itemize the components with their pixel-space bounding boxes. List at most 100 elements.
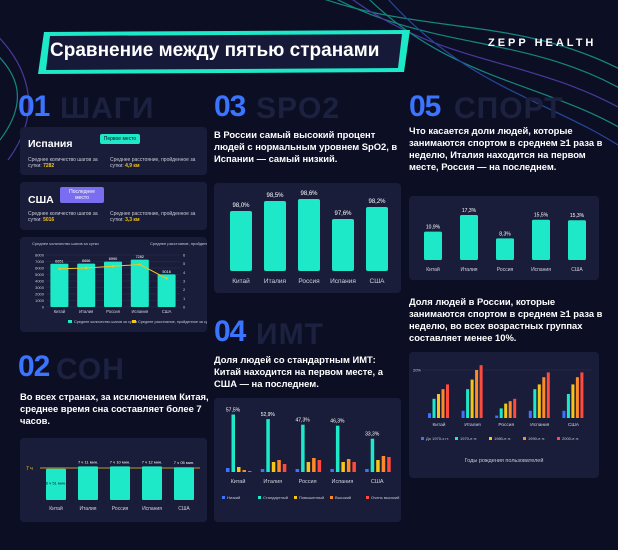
sport-age-bar xyxy=(542,377,546,418)
steps-bar-label: 6990 xyxy=(109,257,117,261)
steps-y-right-label: Среднее расстояние, пройденное за сутки xyxy=(150,241,207,246)
bmi-bar xyxy=(301,424,305,472)
section-05-ghost-word: СПОРТ xyxy=(454,92,564,125)
spo2-x-tick: Китай xyxy=(232,277,250,285)
sport-age-description: Доля людей в России, которые занимаются … xyxy=(409,296,603,343)
sport-age-bar xyxy=(446,384,449,418)
usa-distance-label: Среднее расстояние, пройденное за сутки: xyxy=(110,211,196,223)
bmi-bar xyxy=(226,468,230,472)
sleep-bar xyxy=(78,466,98,500)
spain-distance-label: Среднее расстояние, пройденное за сутки: xyxy=(110,157,196,169)
sport-age-bar xyxy=(566,394,570,418)
title-banner xyxy=(38,30,410,74)
sport-age-legend-swatch xyxy=(523,437,526,440)
bmi-legend-label: Очень высокий xyxy=(371,495,399,500)
bmi-bar xyxy=(248,471,252,472)
section-02-ghost-word: СОН xyxy=(56,353,125,386)
bmi-description: Доля людей со стандартным ИМТ: Китай нах… xyxy=(214,354,383,389)
sport-bar xyxy=(532,219,550,260)
bmi-chart-card xyxy=(214,398,401,522)
sport-age-legend-swatch xyxy=(455,437,458,440)
sport-age-bar xyxy=(513,398,517,418)
bmi-bar xyxy=(335,425,340,472)
steps-bar-label: 7282 xyxy=(136,255,144,259)
sport-bar xyxy=(460,215,478,260)
steps-legend-swatch-distance xyxy=(132,320,136,323)
bmi-bar xyxy=(271,462,276,472)
usa-steps-card: США Последнее место Среднее количество ш… xyxy=(20,182,207,230)
sport-bar xyxy=(496,238,514,260)
bmi-x-tick: Россия xyxy=(299,479,317,485)
page-title: Сравнение между пятью странами xyxy=(50,40,380,61)
steps-y-left-tick: 3000 xyxy=(35,285,45,290)
bmi-x-tick: Испания xyxy=(331,479,353,485)
bmi-bar xyxy=(317,460,322,472)
sleep-bar-label: 6 ч 51 мин. xyxy=(46,480,66,485)
sleep-bar-label: 7 ч 12 мин. xyxy=(142,459,162,464)
bmi-bar xyxy=(306,462,311,472)
bmi-bar-label: 57,5% xyxy=(226,408,241,414)
usa-country-label: США xyxy=(28,194,54,206)
steps-legend-swatch-steps xyxy=(68,320,72,323)
spo2-bar xyxy=(332,219,354,271)
usa-distance-value: 3,3 км xyxy=(125,217,140,223)
sleep-description: Во всех странах, за исключением Китая, с… xyxy=(20,391,209,426)
bmi-bar xyxy=(341,462,345,472)
bmi-legend-label: Высокий xyxy=(335,495,351,500)
bmi-legend-swatch xyxy=(222,496,225,499)
sport-age-chart: 20% Китай Италия Россия Испания США До 1970-х … xyxy=(413,365,591,464)
sport-age-bar xyxy=(437,394,440,418)
spo2-chart: 98,0% Китай 98,5% Италия 98,6% Россия 97,6% Исп… xyxy=(230,191,388,285)
usa-steps-label: Среднее количество шагов за сутки: xyxy=(28,211,98,223)
sleep-bar-label: 7 ч 10 мин. xyxy=(110,459,130,464)
sport-age-bar xyxy=(580,372,584,418)
sport-age-bar xyxy=(533,389,537,418)
section-01-number: 01 xyxy=(18,90,50,123)
steps-y-left-tick: 8000 xyxy=(35,253,45,258)
spo2-bar xyxy=(366,207,388,271)
bmi-bar-label: 46,3% xyxy=(330,419,345,425)
sport-bar-label: 17,3% xyxy=(462,208,477,214)
bmi-bar-label: 52,9% xyxy=(261,412,276,418)
sleep-x-tick: Россия xyxy=(112,506,129,512)
brand-logo: ZEPP HEALTH xyxy=(488,37,597,49)
spain-rank-badge: Первое место xyxy=(100,134,140,144)
section-05-number: 05 xyxy=(409,90,441,123)
section-02-number: 02 xyxy=(18,350,50,383)
steps-y-left-tick: 7000 xyxy=(35,259,45,264)
steps-x-tick: США xyxy=(162,309,172,314)
bmi-bar xyxy=(231,414,235,472)
spo2-x-tick: Италия xyxy=(264,278,287,285)
usa-steps-value: 5016 xyxy=(43,217,55,223)
steps-bar-label: 6666 xyxy=(82,259,90,263)
steps-y-left-tick: 4000 xyxy=(35,279,45,284)
sleep-x-tick: Италия xyxy=(79,506,96,512)
steps-bar-label: 6651 xyxy=(55,259,63,263)
spain-steps-label: Среднее количество шагов за сутки: xyxy=(28,157,98,169)
spo2-description: В России самый высокий процент людей с н… xyxy=(214,129,398,164)
steps-distance-point xyxy=(138,263,141,266)
sleep-x-tick: Испания xyxy=(142,506,162,512)
section-03-ghost-word: SPO2 xyxy=(256,92,341,125)
section-04-number: 04 xyxy=(214,315,246,348)
spo2-x-tick: США xyxy=(370,278,386,285)
spo2-bar xyxy=(264,201,286,271)
steps-y-left-tick: 6000 xyxy=(35,266,45,271)
bmi-legend-swatch xyxy=(330,496,333,499)
spo2-bar-label: 98,2% xyxy=(368,199,386,205)
sport-x-tick: Россия xyxy=(497,267,514,273)
bmi-bar-label: 33,3% xyxy=(365,432,380,438)
sleep-reference-label: 7 ч xyxy=(26,466,33,472)
steps-y-right-tick: 5 xyxy=(183,261,186,266)
sport-age-legend-label: 1980-е гг. xyxy=(494,436,511,441)
sport-age-legend-label: 1970-е гг. xyxy=(460,436,477,441)
bmi-bar xyxy=(376,460,380,472)
steps-bar xyxy=(104,261,122,307)
section-03-number: 03 xyxy=(214,90,246,123)
bmi-bar xyxy=(237,467,241,472)
bmi-x-tick: США xyxy=(371,479,384,485)
steps-y-right-tick: 1 xyxy=(183,296,186,301)
sport-age-bar xyxy=(508,401,512,418)
bmi-legend-label: Стандартный xyxy=(263,495,288,500)
steps-legend-distance: Среднее расстояние, пройденное за сутки xyxy=(138,320,207,324)
